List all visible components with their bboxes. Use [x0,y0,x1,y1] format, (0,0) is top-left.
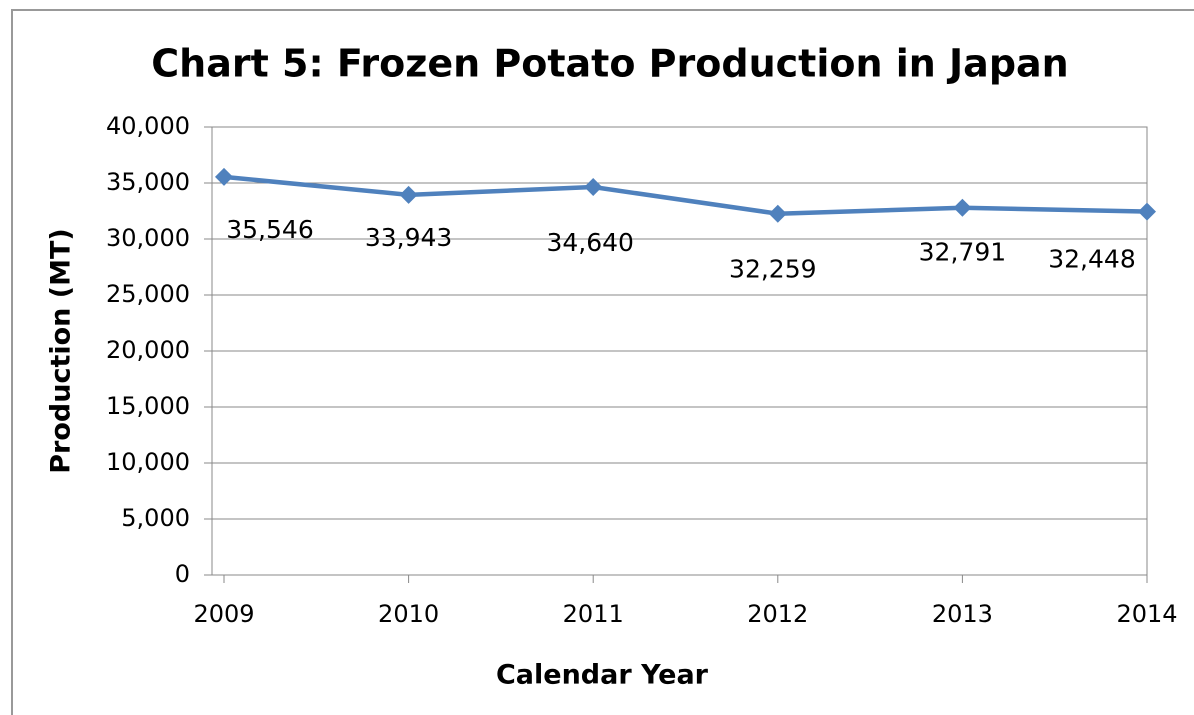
point-marker [399,185,418,204]
y-tick-label: 25,000 [106,280,190,308]
x-tick-label: 2013 [932,600,993,628]
point-marker [953,198,972,217]
y-tick-label: 30,000 [106,224,190,252]
y-tick-label: 10,000 [106,448,190,476]
data-label: 32,448 [1048,245,1135,274]
y-tick-label: 40,000 [106,112,190,140]
point-marker [215,167,233,186]
x-tick-label: 2009 [193,600,254,628]
y-tick-label: 15,000 [106,392,190,420]
x-tick-label: 2010 [378,600,439,628]
x-tick-label: 2014 [1116,600,1177,628]
point-marker [1138,202,1156,221]
data-label: 34,640 [546,228,633,257]
y-axis-title: Production (MT) [46,228,77,474]
y-tick-label: 5,000 [121,504,190,532]
y-tick-label: 20,000 [106,336,190,364]
point-marker [584,178,603,197]
y-tick-label: 0 [175,560,190,588]
data-label: 32,791 [919,238,1006,267]
chart-title: Chart 5: Frozen Potato Production in Jap… [151,42,1068,86]
point-marker [768,204,787,223]
data-label: 32,259 [729,255,816,284]
data-label: 33,943 [365,223,452,252]
x-axis-title: Calendar Year [496,660,709,691]
x-tick-label: 2012 [747,600,808,628]
series-line [223,174,1148,216]
y-tick-label: 35,000 [106,168,190,196]
x-tick-label: 2011 [563,600,624,628]
data-label: 35,546 [226,215,313,244]
